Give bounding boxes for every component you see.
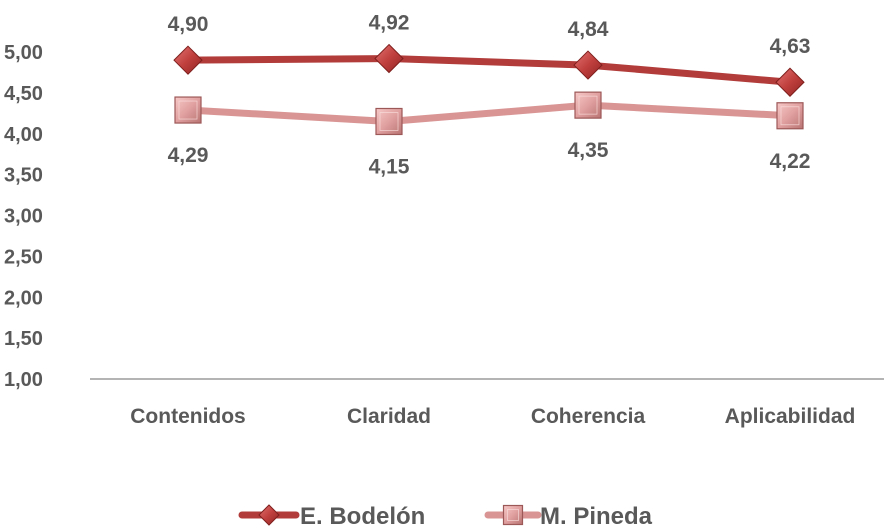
y-tick-label: 4,00 bbox=[4, 124, 43, 146]
data-point-square bbox=[174, 96, 202, 124]
y-tick-label: 1,50 bbox=[4, 328, 43, 350]
series-line bbox=[184, 55, 794, 86]
y-axis-ticks: 1,00 1,50 2,00 2,50 3,00 3,50 4,00 4,50 5,00 bbox=[4, 42, 43, 391]
y-tick-label: 3,00 bbox=[4, 206, 43, 228]
legend-label: E. Bodelón bbox=[300, 503, 425, 529]
data-point-square bbox=[776, 102, 804, 130]
legend-item: E. Bodelón bbox=[238, 503, 425, 529]
series-pineda: 4,29 4,15 4,35 4,22 bbox=[168, 91, 811, 178]
x-tick-label: Contenidos bbox=[130, 405, 246, 428]
legend-marker-diamond bbox=[258, 504, 280, 526]
x-tick-label: Coherencia bbox=[531, 405, 646, 428]
data-label: 4,63 bbox=[770, 35, 811, 58]
data-point-diamond bbox=[173, 45, 203, 75]
data-label: 4,35 bbox=[568, 139, 609, 162]
y-tick-label: 3,50 bbox=[4, 165, 43, 187]
y-tick-label: 1,00 bbox=[4, 369, 43, 391]
legend-marker-square bbox=[502, 504, 524, 526]
series-line bbox=[184, 101, 794, 125]
data-label: 4,29 bbox=[168, 144, 209, 167]
data-label: 4,22 bbox=[770, 150, 811, 173]
data-point-square bbox=[574, 91, 602, 119]
legend: E. Bodelón M. Pineda bbox=[238, 503, 653, 529]
y-tick-label: 2,00 bbox=[4, 287, 43, 309]
data-point-diamond bbox=[775, 67, 805, 97]
y-tick-label: 2,50 bbox=[4, 246, 43, 268]
legend-label: M. Pineda bbox=[540, 503, 653, 529]
legend-item: M. Pineda bbox=[484, 503, 653, 529]
data-point-square bbox=[375, 107, 403, 136]
data-label: 4,90 bbox=[168, 13, 209, 36]
data-label: 4,92 bbox=[369, 12, 410, 35]
x-axis-labels: Contenidos Claridad Coherencia Aplicabilida… bbox=[130, 405, 855, 428]
data-label: 4,15 bbox=[369, 155, 410, 178]
y-tick-label: 5,00 bbox=[4, 42, 43, 64]
x-tick-label: Aplicabilidad bbox=[725, 405, 856, 428]
x-tick-label: Claridad bbox=[347, 405, 431, 428]
series-bodelon: 4,90 4,92 4,84 4,63 bbox=[168, 12, 811, 97]
data-label: 4,84 bbox=[568, 18, 609, 41]
data-point-diamond bbox=[374, 43, 404, 74]
series-layer: 4,29 4,15 4,35 4,22 4,90 4,92 4,84 4,63 bbox=[168, 12, 811, 179]
y-tick-label: 4,50 bbox=[4, 83, 43, 105]
data-point-diamond bbox=[573, 50, 603, 80]
